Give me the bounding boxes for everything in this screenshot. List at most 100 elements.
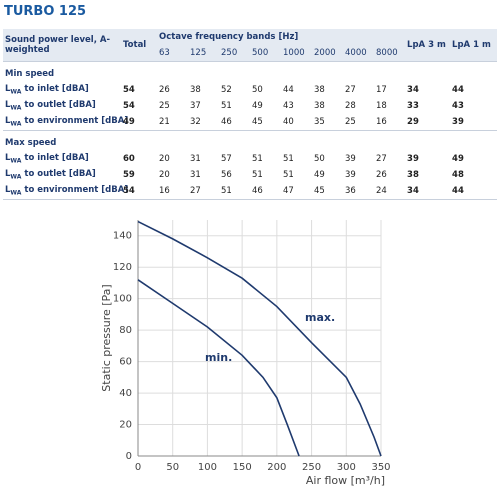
y-tick-label: 60	[119, 357, 132, 368]
band-value: 27	[345, 85, 356, 95]
total: 59	[123, 170, 135, 180]
band-value: 46	[250, 183, 281, 200]
band-value: 44	[283, 85, 294, 95]
band-value: 16	[374, 114, 406, 131]
y-tick-label: 100	[113, 294, 132, 305]
band-value: 51	[283, 154, 294, 164]
band-value: 50	[314, 154, 325, 164]
band-value: 39	[345, 170, 356, 180]
data-row: LWA to environment [dBA] 49 21 32 46 45 40 35 25…	[3, 114, 498, 131]
label-sub: WA	[10, 104, 22, 112]
data-row: LWA to outlet [dBA] 59 20 31 56 51 51 49 39 26 38 4…	[3, 167, 497, 183]
group-row: Min speed	[3, 61, 498, 82]
band-value: 21	[157, 114, 188, 131]
y-axis-label: Static pressure [Pa]	[100, 284, 113, 391]
lpa1: 49	[452, 154, 464, 164]
group-name: Min speed	[3, 61, 498, 82]
band-value: 51	[252, 154, 263, 164]
band-value: 17	[376, 85, 387, 95]
band-header: 4000	[343, 45, 374, 62]
label-symbol: L	[5, 100, 11, 111]
row-label: LWA to inlet [dBA]	[3, 151, 121, 167]
band-value: 50	[252, 85, 263, 95]
band-header: 125	[188, 45, 219, 62]
label-text: to environment [dBA]	[21, 116, 129, 127]
label-text: to inlet [dBA]	[21, 153, 89, 164]
label-text: to outlet [dBA]	[21, 100, 96, 111]
band-value: 32	[188, 114, 219, 131]
band-value: 51	[252, 170, 263, 180]
band-value: 26	[376, 170, 387, 180]
total: 54	[123, 101, 135, 111]
label-sub: WA	[10, 189, 22, 197]
band-value: 38	[190, 85, 201, 95]
x-tick-label: 200	[267, 462, 286, 473]
band-value: 26	[159, 85, 170, 95]
label-sub: WA	[10, 120, 22, 128]
header-cell: LpA 3 m	[405, 29, 451, 62]
curve	[137, 279, 300, 457]
label-text: to inlet [dBA]	[21, 84, 89, 95]
group-name: Max speed	[3, 130, 498, 151]
curve-label: max.	[305, 311, 335, 324]
band-value: 38	[314, 101, 325, 111]
band-value: 52	[221, 85, 232, 95]
band-value: 46	[219, 114, 250, 131]
group-row: Max speed	[3, 130, 498, 151]
row-label: LWA to outlet [dBA]	[3, 98, 121, 114]
title: TURBO 125	[4, 4, 87, 19]
label-text: to environment [dBA]	[21, 185, 129, 196]
label-symbol: L	[5, 84, 11, 95]
band-value: 27	[188, 183, 219, 200]
data-row: LWA to environment [dBA] 54 16 27 51 46 47 45 36…	[3, 183, 498, 200]
band-value: 20	[159, 170, 170, 180]
band-header: 500	[250, 45, 281, 62]
lpa1: 43	[452, 101, 464, 111]
chart: 0 20 40 60 80 100 120 140 0 50 100 150 200 250 300 350 S…	[100, 220, 391, 487]
band-value: 43	[283, 101, 294, 111]
band-value: 31	[190, 154, 201, 164]
band-value: 35	[312, 114, 343, 131]
lpa3: 29	[405, 114, 451, 131]
band-value: 56	[221, 170, 232, 180]
y-tick-label: 0	[126, 451, 132, 462]
y-tick-label: 140	[113, 231, 132, 242]
x-tick-label: 300	[337, 462, 356, 473]
band-header: 250	[219, 45, 250, 62]
band-value: 25	[159, 101, 170, 111]
lpa1: 48	[452, 170, 464, 180]
y-tick-label: 120	[113, 262, 132, 273]
band-value: 39	[345, 154, 356, 164]
total: 54	[121, 183, 157, 200]
x-tick-label: 50	[166, 462, 179, 473]
label-symbol: L	[5, 116, 11, 127]
band-value: 47	[281, 183, 312, 200]
band-value: 25	[343, 114, 374, 131]
band-value: 36	[343, 183, 374, 200]
row-label: LWA to environment [dBA]	[3, 114, 128, 131]
total: 49	[121, 114, 157, 131]
lpa1: 44	[452, 85, 464, 95]
band-value: 51	[219, 183, 250, 200]
band-header: 2000	[312, 45, 343, 62]
band-value: 49	[314, 170, 325, 180]
band-value: 51	[221, 101, 232, 111]
y-tick-label: 40	[119, 388, 132, 399]
band-header: 1000	[281, 45, 312, 62]
x-tick-label: 250	[302, 462, 321, 473]
x-axis-label: Air flow [m³/h]	[306, 474, 385, 487]
band-value: 37	[190, 101, 201, 111]
header-cell: Octave frequency bands [Hz]	[157, 29, 406, 45]
band-value: 27	[376, 154, 387, 164]
label-symbol: L	[5, 153, 11, 164]
row-label: LWA to inlet [dBA]	[3, 82, 121, 98]
x-tick-label: 0	[135, 462, 141, 473]
lpa3: 33	[407, 101, 419, 111]
label-symbol: L	[5, 185, 11, 196]
band-header: 8000	[374, 45, 406, 62]
x-tick-label: 150	[233, 462, 252, 473]
row-label: LWA to environment [dBA]	[3, 183, 128, 200]
header-cell: Total	[121, 29, 157, 62]
lpa3: 34	[407, 85, 419, 95]
lpa3: 38	[407, 170, 419, 180]
